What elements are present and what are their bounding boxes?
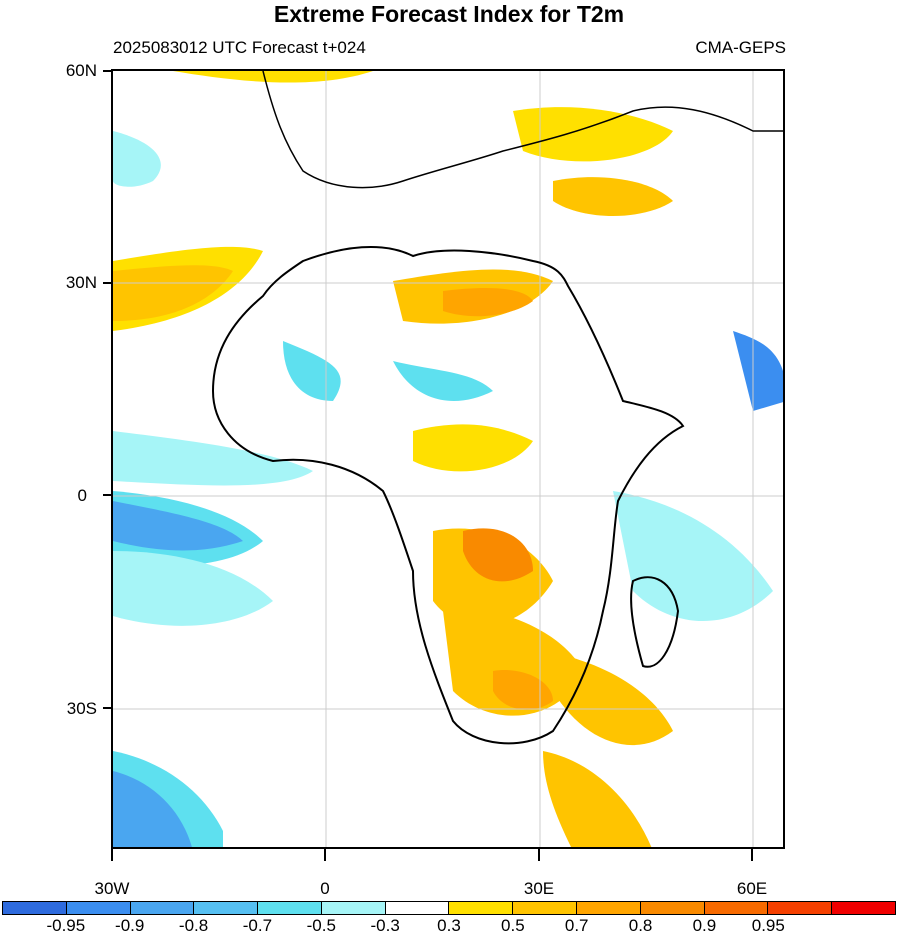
colorbar-segment [194, 902, 259, 914]
colorbar-label: -0.7 [242, 916, 273, 935]
colorbar-segment [832, 902, 895, 914]
colorbar-label: -0.5 [306, 916, 336, 935]
lat-label-30s: 30S [66, 699, 97, 718]
lon-tick [538, 849, 540, 861]
colorbar-label: 0.5 [501, 916, 525, 935]
lon-label-60e: 60E [736, 879, 768, 898]
colorbar-label: 0.8 [628, 916, 653, 935]
lat-label-0: 0 [77, 486, 87, 505]
lon-label-30w: 30W [94, 879, 130, 898]
chart-title: Extreme Forecast Index for T2m [273, 1, 625, 27]
colorbar-segment [640, 902, 705, 914]
colorbar-segment [577, 902, 641, 914]
colorbar [2, 901, 896, 915]
colorbar-segment [258, 902, 322, 914]
colorbar-segment [66, 902, 131, 914]
lat-label-30n: 30N [65, 273, 97, 292]
colorbar-segment [321, 902, 386, 914]
lat-tick [103, 70, 111, 72]
colorbar-label: -0.8 [178, 916, 209, 935]
colorbar-label: -0.9 [115, 916, 145, 935]
colorbar-segment [449, 902, 514, 914]
lon-label-30e: 30E [523, 879, 555, 898]
lon-tick [111, 849, 113, 861]
lat-label-60n: 60N [65, 61, 97, 80]
lon-tick [324, 849, 326, 861]
model-label: CMA-GEPS [695, 38, 786, 57]
forecast-time-label: 2025083012 UTC Forecast t+024 [113, 38, 366, 57]
colorbar-segment [513, 902, 578, 914]
colorbar-label: 0.3 [437, 916, 461, 935]
colorbar-label: 0.95 [751, 916, 785, 935]
efi-field-map [113, 71, 783, 847]
lat-tick [103, 282, 111, 284]
lon-tick [751, 849, 753, 861]
colorbar-label: -0.95 [46, 916, 86, 935]
colorbar-label: 0.7 [564, 916, 589, 935]
colorbar-label: 0.9 [692, 916, 717, 935]
colorbar-label: -0.3 [370, 916, 400, 935]
map-panel [111, 69, 785, 849]
lat-tick [103, 707, 111, 709]
lon-label-0: 0 [320, 879, 330, 898]
lat-tick [103, 494, 111, 496]
colorbar-segment [385, 902, 450, 914]
colorbar-segment [130, 902, 195, 914]
colorbar-segment [3, 902, 67, 914]
colorbar-segment [768, 902, 833, 914]
colorbar-segment [704, 902, 769, 914]
